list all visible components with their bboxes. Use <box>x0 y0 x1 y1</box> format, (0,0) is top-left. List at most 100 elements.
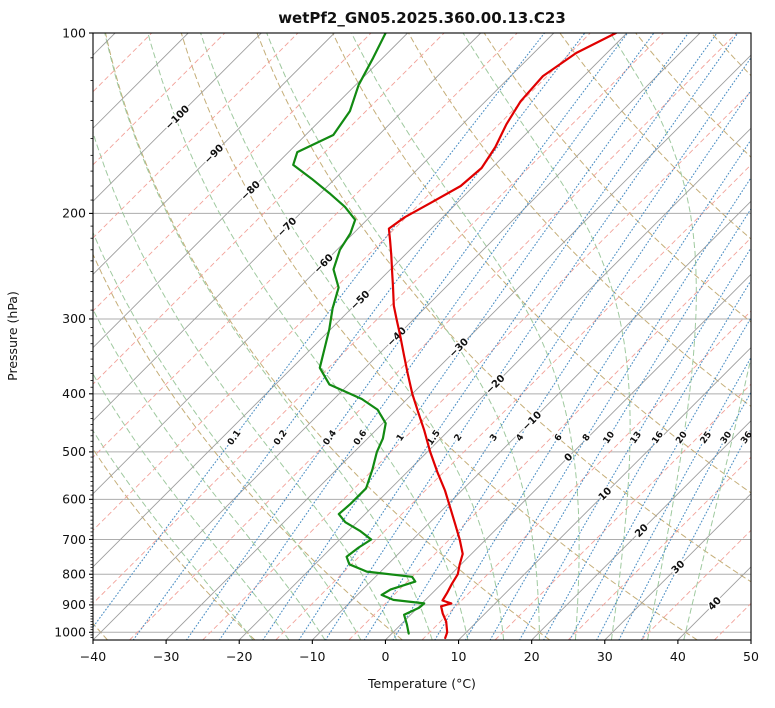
x-tick-label: 0 <box>381 649 389 664</box>
isotherm-line <box>238 127 751 640</box>
mixing-ratio-line <box>132 33 586 640</box>
mixing-ratio-line <box>434 138 751 640</box>
moist-adiabat-line <box>609 33 697 640</box>
isotherm-label: −90 <box>203 143 227 167</box>
isotherm-dashed-line <box>93 33 299 239</box>
x-tick-label: 10 <box>451 649 467 664</box>
isotherm-dashed-line <box>93 33 372 312</box>
isotherm-line <box>93 33 555 495</box>
mixing-ratio-label: 36 <box>739 430 754 446</box>
mixing-ratio-line <box>324 33 739 640</box>
y-axis-label: Pressure (hPa) <box>5 291 20 381</box>
mixing-ratio-line <box>618 391 751 640</box>
isotherm-label: 40 <box>706 595 724 613</box>
y-tick-label: 200 <box>62 206 86 221</box>
isotherm-label: 20 <box>633 522 651 540</box>
dry-adiabat-line <box>408 33 751 408</box>
y-tick-label: 500 <box>62 444 86 459</box>
moist-adiabat-line <box>93 373 290 640</box>
isotherm-dashed-line <box>93 33 226 166</box>
x-tick-label: −30 <box>153 649 179 664</box>
y-tick-label: 300 <box>62 311 86 326</box>
mixing-ratio-line <box>93 33 546 629</box>
moist-adiabat-line <box>266 33 540 640</box>
isotherm-label: −80 <box>239 179 263 203</box>
y-tick-label: 100 <box>62 25 86 40</box>
dry-adiabat-line <box>93 253 403 640</box>
mixing-ratio-line <box>489 207 751 640</box>
mixing-ratio-label: 20 <box>674 430 689 446</box>
dewpoint-line <box>292 33 426 635</box>
isotherm-dashed-line <box>93 33 153 93</box>
isotherm-label: −10 <box>521 410 545 434</box>
mixing-ratio-line <box>392 89 751 640</box>
moist-adiabat-line <box>104 33 433 640</box>
isotherm-dashed-line <box>348 237 751 640</box>
isotherm-dashed-line <box>93 33 445 385</box>
temperature-line <box>387 33 617 640</box>
x-tick-label: 50 <box>743 649 759 664</box>
moist-adiabat-line <box>147 33 469 640</box>
isotherm-lines <box>93 33 751 640</box>
isotherm-dashed-line <box>640 529 751 640</box>
isotherm-label: −100 <box>164 104 192 132</box>
isotherm-line <box>677 566 751 640</box>
y-tick-label: 900 <box>62 597 86 612</box>
mixing-ratio-label: 0.4 <box>322 429 339 448</box>
moist-adiabat-line <box>351 33 580 640</box>
mixing-ratio-line <box>569 316 751 640</box>
moist-adiabat-line <box>683 355 751 640</box>
x-tick-label: 30 <box>597 649 613 664</box>
y-tick-label: 700 <box>62 532 86 547</box>
isotherm-line <box>531 420 751 640</box>
mixing-ratio-label: 16 <box>651 430 666 446</box>
isotherm-dashed-line <box>421 310 751 640</box>
mixing-ratio-lines <box>93 33 751 640</box>
mixing-ratio-line <box>298 33 718 640</box>
isotherm-label: −70 <box>276 216 300 240</box>
dry-adiabat-line <box>93 448 256 640</box>
isotherm-dashed-line <box>93 33 664 605</box>
moist-adiabat-lines <box>93 33 751 640</box>
mixing-ratio-label: 2 <box>453 433 465 444</box>
isotherm-line <box>311 200 751 640</box>
mixing-ratio-line <box>519 246 751 640</box>
mixing-ratio-line <box>543 279 751 640</box>
isotherm-dashed-line <box>129 33 737 640</box>
mixing-ratio-line <box>640 427 751 640</box>
isotherm-line <box>93 33 189 129</box>
isotherm-dashed-line <box>275 164 751 640</box>
y-tick-label: 1000 <box>54 625 86 640</box>
mixing-ratio-label: 30 <box>719 430 734 446</box>
isotherm-dashed-line <box>93 33 518 458</box>
y-tick-label: 400 <box>62 386 86 401</box>
isotherm-label: −50 <box>349 289 373 313</box>
moist-adiabat-line <box>462 33 631 640</box>
mixing-ratio-label: 13 <box>629 430 644 446</box>
dry-adiabat-line <box>105 33 551 640</box>
isotherm-line <box>165 54 751 640</box>
isotherm-line <box>385 273 751 640</box>
x-tick-label: 40 <box>670 649 686 664</box>
x-axis-label: Temperature (°C) <box>367 676 476 691</box>
isotherm-line <box>93 33 335 276</box>
dry-adiabat-line <box>711 33 751 77</box>
isotherm-dashed-line <box>714 602 751 640</box>
y-tick-label: 600 <box>62 492 86 507</box>
isotherm-line <box>93 33 482 422</box>
isotherm-line <box>93 33 408 349</box>
dry-adiabat-line <box>483 33 751 323</box>
isotherm-dashed-lines <box>93 33 751 640</box>
isotherm-line <box>93 33 701 640</box>
background-lines <box>93 33 751 640</box>
mixing-ratio-label: 10 <box>602 430 617 446</box>
isotherm-label: 0 <box>563 452 576 465</box>
isotherm-label: −40 <box>385 325 409 349</box>
mixing-ratio-line <box>262 33 689 640</box>
isotherm-line <box>604 493 751 640</box>
mixing-ratio-label: 0.2 <box>272 429 289 448</box>
chart-title: wetPf2_GN05.2025.360.00.13.C23 <box>278 9 566 27</box>
isotherm-label: −20 <box>484 373 508 397</box>
